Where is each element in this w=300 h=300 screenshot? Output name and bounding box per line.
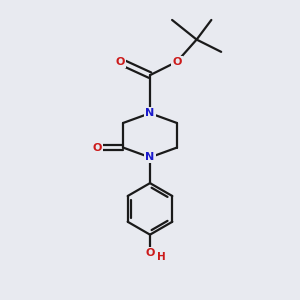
Text: N: N <box>146 108 154 118</box>
Text: O: O <box>172 57 182 67</box>
Text: O: O <box>145 248 155 258</box>
Text: N: N <box>146 152 154 162</box>
Text: O: O <box>116 57 125 67</box>
Text: O: O <box>93 142 102 152</box>
Text: H: H <box>157 253 165 262</box>
